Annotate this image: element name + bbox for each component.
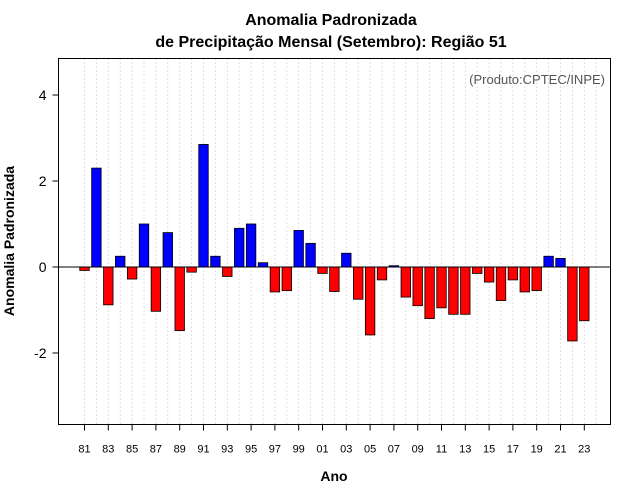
x-tick-label-03: 03: [340, 444, 352, 456]
chart-title-line-2: de Precipitação Mensal (Setembro): Regiã…: [155, 34, 506, 51]
bar-99: [293, 230, 304, 268]
bar-00: [305, 242, 316, 268]
x-tick-label-05: 05: [364, 444, 376, 456]
x-tick-label-83: 83: [102, 444, 114, 456]
bar-21: [555, 257, 566, 268]
bar-22: [567, 266, 578, 342]
x-tick-label-21: 21: [554, 444, 566, 456]
x-tick-label-11: 11: [436, 444, 447, 456]
bar-86: [138, 223, 150, 268]
bar-85: [126, 266, 138, 280]
bar-95: [245, 223, 257, 268]
chart-title-line-1: Anomalia Padronizada: [245, 12, 417, 29]
x-tick-label-87: 87: [150, 444, 162, 456]
bar-14: [472, 266, 483, 274]
bar-82: [91, 167, 102, 268]
x-tick-label-97: 97: [269, 444, 281, 456]
x-tick-label-13: 13: [459, 444, 471, 456]
bar-89: [174, 266, 185, 332]
y-tick-label--2: -2: [34, 345, 47, 361]
bar-15: [483, 266, 495, 283]
bar-08: [400, 266, 411, 298]
x-tick-label-07: 07: [388, 444, 400, 456]
bar-97: [269, 266, 281, 293]
bar-81: [79, 266, 90, 271]
bar-23: [579, 266, 590, 322]
x-tick-label-15: 15: [483, 444, 495, 456]
bar-09: [412, 266, 423, 307]
bar-01: [317, 266, 328, 274]
x-tick-label-91: 91: [197, 444, 209, 456]
bar-88: [162, 232, 173, 268]
x-tick-label-01: 01: [316, 444, 328, 456]
bar-11: [436, 266, 447, 309]
bar-94: [234, 227, 245, 268]
bar-93: [222, 266, 233, 277]
bar-12: [448, 266, 459, 315]
credit-label: (Produto:CPTEC/INPE): [469, 72, 605, 87]
y-tick-label-4: 4: [39, 87, 47, 103]
bar-05: [364, 266, 376, 336]
y-axis-title: Anomalia Padronizada: [1, 166, 17, 316]
bar-20: [543, 255, 554, 268]
bar-96: [257, 262, 269, 268]
y-tick-label-2: 2: [39, 173, 47, 189]
bar-02: [329, 266, 340, 292]
bar-19: [531, 266, 542, 292]
bar-10: [424, 266, 435, 319]
bar-16: [495, 266, 507, 301]
x-axis: 81 83 85 87 89 91 93 95 97 99 01 03 05 07 09 11 13 15 17 19…: [78, 424, 590, 456]
bar-91: [198, 144, 209, 268]
x-tick-label-85: 85: [126, 444, 138, 456]
x-tick-label-89: 89: [174, 444, 186, 456]
bar-92: [210, 255, 221, 268]
bar-18: [519, 266, 530, 293]
bar-03: [341, 252, 352, 268]
x-tick-label-17: 17: [507, 444, 519, 456]
x-tick-label-23: 23: [578, 444, 590, 456]
x-tick-label-81: 81: [78, 444, 90, 456]
x-tick-label-95: 95: [245, 444, 257, 456]
y-axis: -2 0 2 4: [34, 87, 59, 361]
y-tick-label-0: 0: [39, 259, 47, 275]
bar-84: [115, 255, 126, 268]
bar-83: [103, 266, 114, 306]
x-axis-title: Ano: [320, 468, 347, 484]
plot-frame: [58, 58, 611, 425]
bar-06: [376, 266, 388, 281]
bar-13: [460, 266, 471, 315]
x-tick-label-99: 99: [293, 444, 305, 456]
bar-04: [353, 266, 364, 300]
bar-98: [281, 266, 292, 292]
bar-87: [150, 266, 162, 312]
bars: [79, 144, 590, 342]
x-tick-label-09: 09: [412, 444, 424, 456]
x-tick-label-19: 19: [531, 444, 543, 456]
x-tick-label-93: 93: [221, 444, 233, 456]
grid-lines: [84, 58, 597, 425]
bar-17: [507, 266, 519, 281]
bar-90: [186, 266, 197, 273]
